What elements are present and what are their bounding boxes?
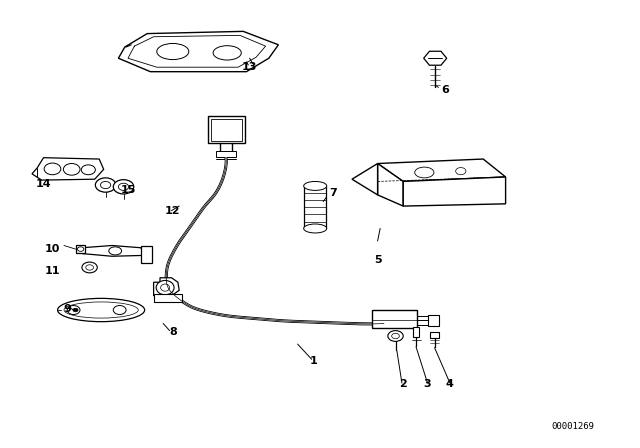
- Text: 14: 14: [36, 179, 51, 189]
- Bar: [76, 245, 85, 253]
- Text: 13: 13: [242, 62, 257, 72]
- Polygon shape: [424, 51, 447, 65]
- Ellipse shape: [304, 224, 327, 233]
- Text: 10: 10: [45, 244, 60, 254]
- Text: 7: 7: [329, 188, 337, 198]
- Ellipse shape: [213, 46, 241, 60]
- Ellipse shape: [73, 308, 78, 312]
- Ellipse shape: [118, 183, 129, 190]
- Text: 11: 11: [45, 266, 60, 276]
- Text: 15: 15: [120, 185, 136, 195]
- Text: 9: 9: [63, 304, 71, 314]
- Polygon shape: [352, 164, 378, 195]
- Text: 2: 2: [399, 379, 407, 389]
- Bar: [141, 246, 152, 263]
- Ellipse shape: [109, 247, 122, 255]
- Text: 12: 12: [165, 206, 180, 215]
- Text: 4: 4: [446, 379, 454, 389]
- Ellipse shape: [82, 262, 97, 273]
- Ellipse shape: [77, 247, 84, 251]
- Ellipse shape: [58, 298, 145, 322]
- Ellipse shape: [67, 306, 80, 314]
- Polygon shape: [378, 164, 403, 206]
- Ellipse shape: [304, 181, 327, 190]
- Bar: [154, 294, 182, 302]
- Polygon shape: [118, 31, 278, 72]
- Bar: [216, 151, 236, 157]
- Polygon shape: [378, 159, 506, 181]
- Polygon shape: [154, 278, 179, 296]
- Ellipse shape: [44, 163, 61, 175]
- Ellipse shape: [100, 181, 111, 189]
- Ellipse shape: [388, 331, 403, 341]
- Polygon shape: [32, 158, 104, 180]
- Text: 3: 3: [424, 379, 431, 389]
- Bar: [430, 332, 439, 338]
- Text: 5: 5: [374, 255, 381, 265]
- Ellipse shape: [156, 280, 174, 295]
- Polygon shape: [403, 177, 506, 206]
- Ellipse shape: [86, 265, 93, 270]
- Ellipse shape: [113, 180, 134, 194]
- Ellipse shape: [95, 178, 116, 192]
- Ellipse shape: [161, 284, 170, 291]
- Bar: [211, 119, 242, 141]
- Text: 6: 6: [441, 85, 449, 95]
- Ellipse shape: [81, 165, 95, 175]
- Polygon shape: [82, 246, 146, 256]
- Ellipse shape: [64, 302, 138, 318]
- Bar: [413, 327, 419, 337]
- Ellipse shape: [157, 43, 189, 60]
- Bar: [428, 315, 439, 326]
- Text: 00001269: 00001269: [551, 422, 595, 431]
- Bar: [304, 186, 326, 228]
- Bar: [372, 310, 417, 328]
- Ellipse shape: [392, 333, 399, 339]
- Ellipse shape: [456, 168, 466, 175]
- Ellipse shape: [63, 164, 80, 175]
- Bar: [208, 116, 245, 143]
- Ellipse shape: [415, 167, 434, 178]
- Text: 1: 1: [310, 356, 317, 366]
- Ellipse shape: [113, 306, 126, 314]
- Text: 8: 8: [169, 327, 177, 337]
